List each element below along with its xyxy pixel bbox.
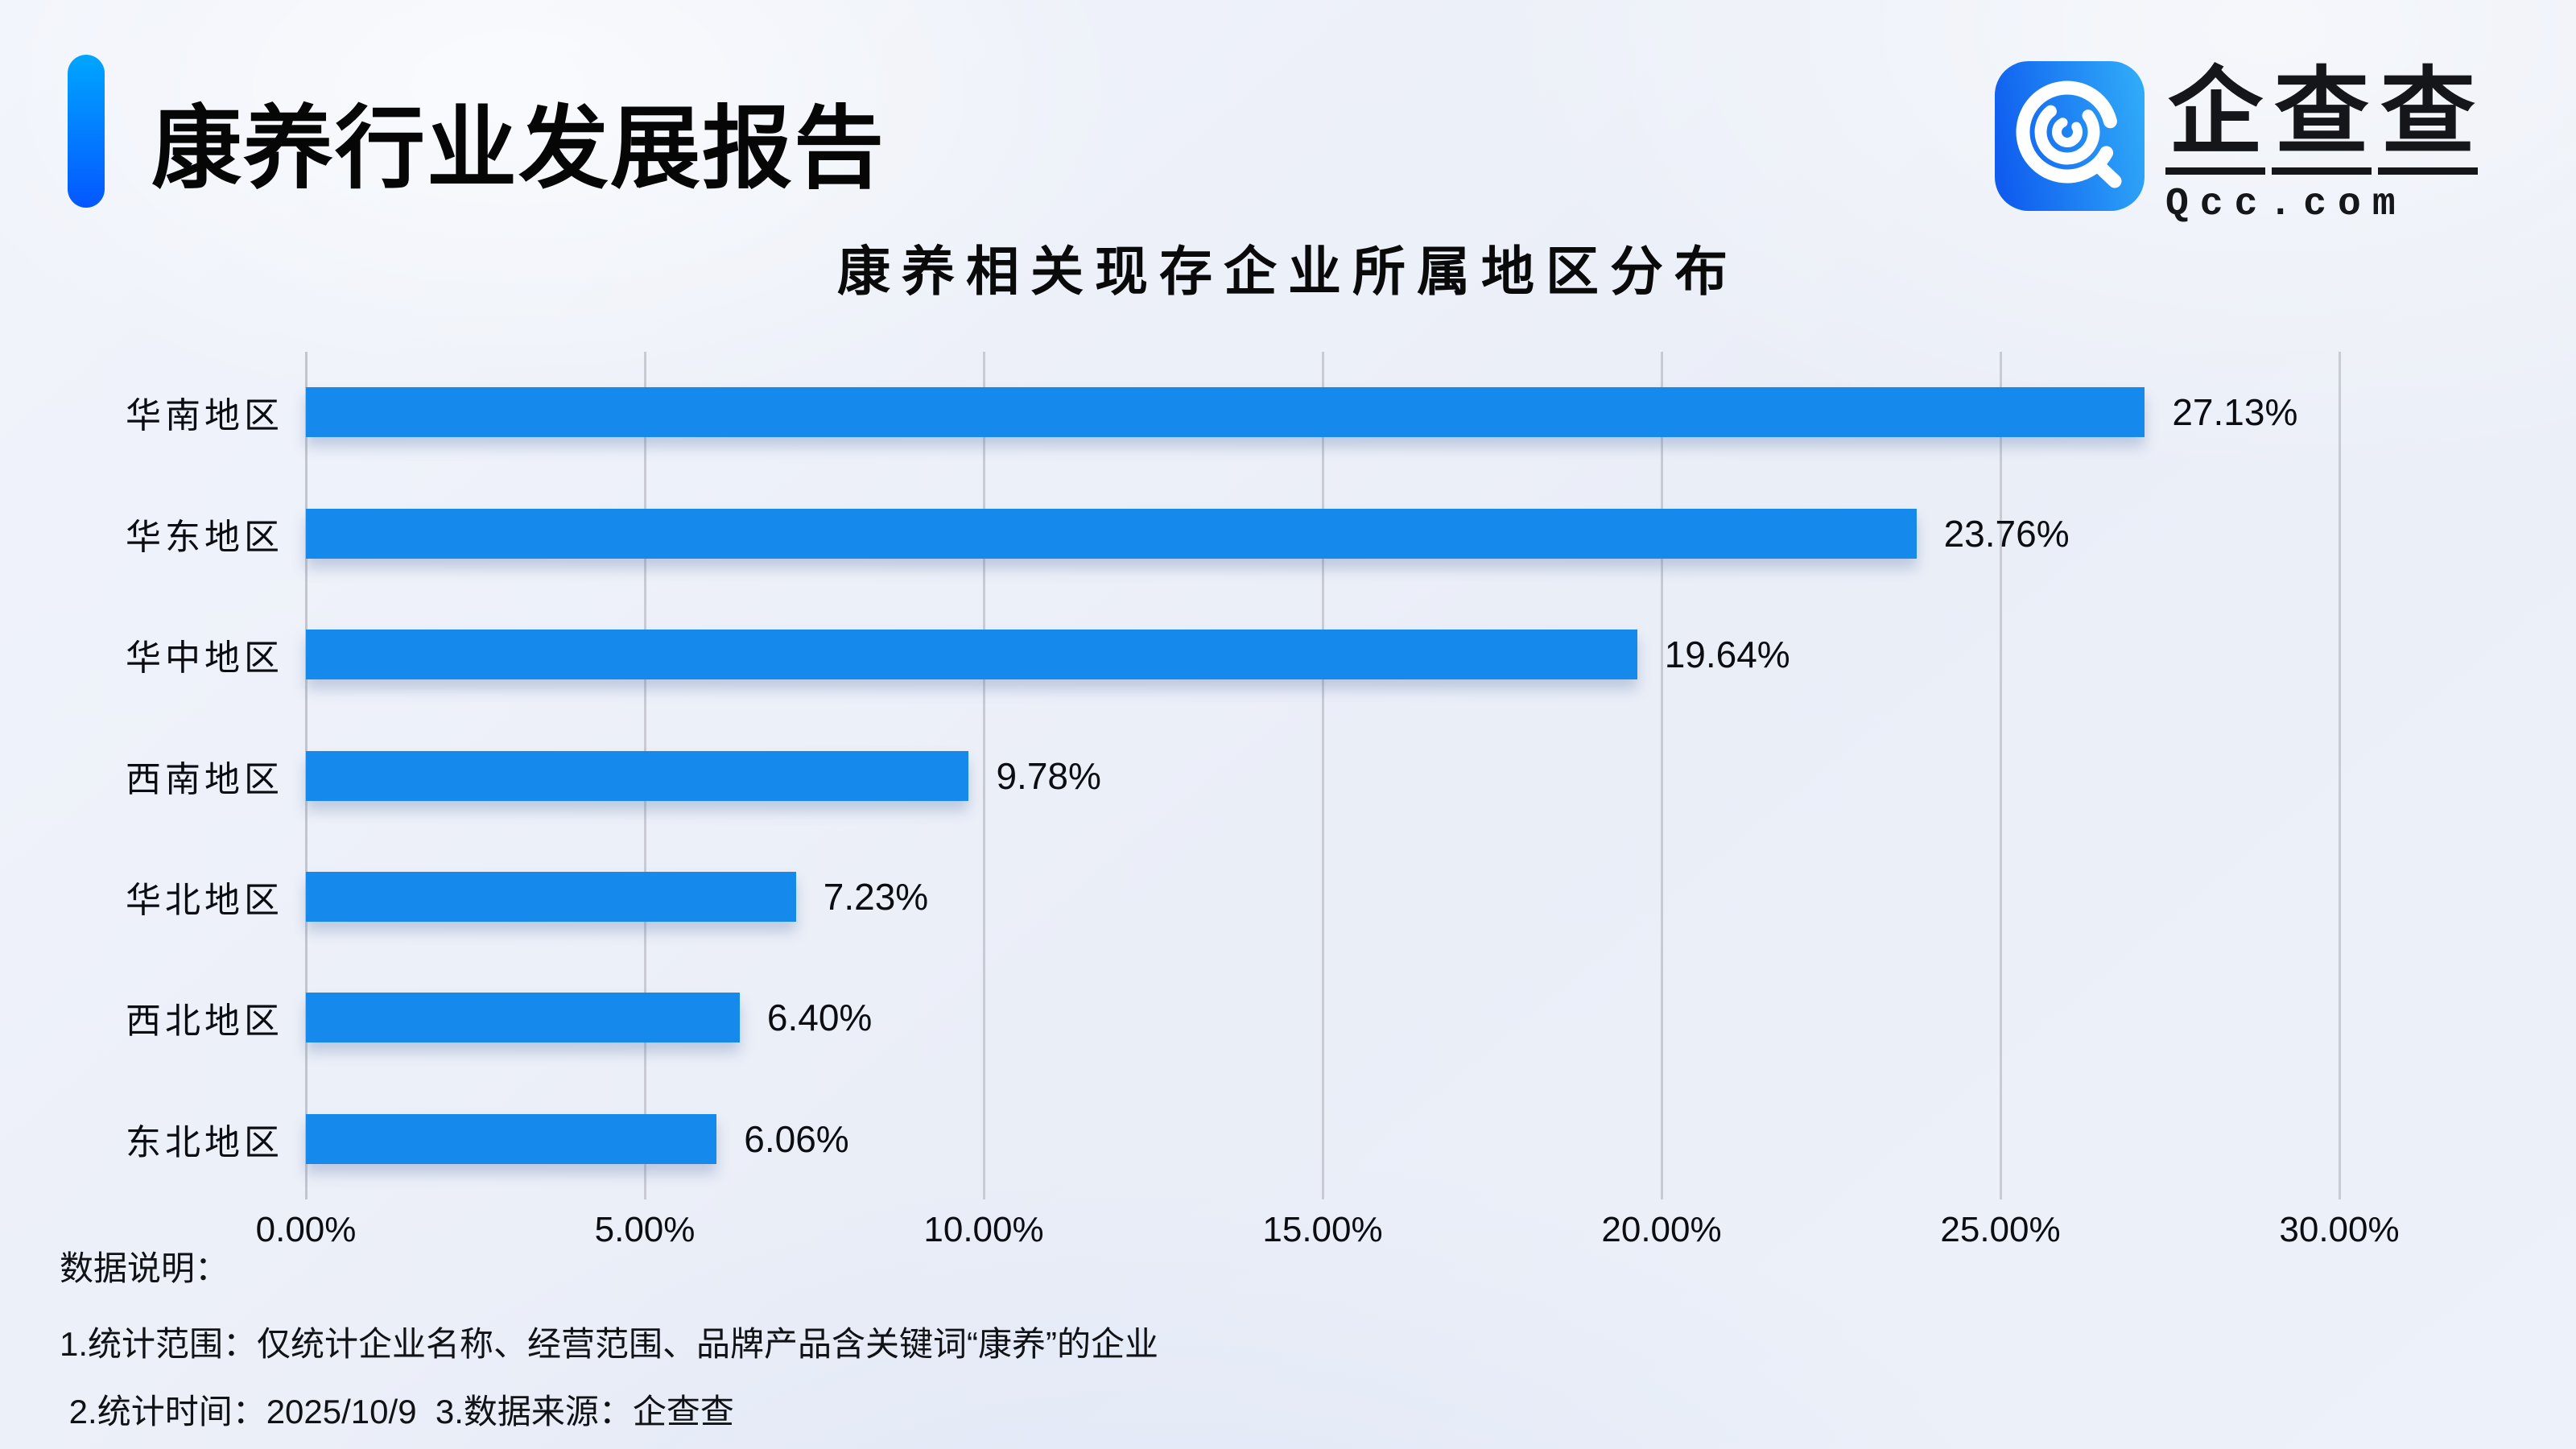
y-axis-category-label: 华中地区 <box>126 638 283 679</box>
y-axis-category-label: 东北地区 <box>126 1122 283 1162</box>
note-time-source: 2.统计时间：2025/10/9 3.数据来源：企查查 <box>60 1393 734 1430</box>
gridline <box>2000 352 2002 1199</box>
x-axis-tick-label: 5.00% <box>594 1210 696 1249</box>
y-axis-category-label: 西北地区 <box>126 1001 283 1042</box>
y-axis-category-label: 西南地区 <box>126 759 283 799</box>
qcc-logo-text: 企查查 Qcc.com <box>2165 60 2479 226</box>
brand-char: 查 <box>2378 60 2479 175</box>
note-scope: 1.统计范围：仅统计企业名称、经营范围、品牌产品含关键词“康养”的企业 <box>60 1325 1159 1363</box>
bar <box>306 871 796 922</box>
y-axis-category-label: 华北地区 <box>126 880 283 920</box>
x-axis-tick-label: 30.00% <box>2279 1210 2400 1249</box>
qcc-domain-text: Qcc.com <box>2165 182 2407 226</box>
bar-value-label: 6.06% <box>744 1117 849 1160</box>
gridline <box>983 352 985 1199</box>
bar-value-label: 19.64% <box>1664 634 1790 676</box>
bar <box>306 508 1917 559</box>
title-accent-bar <box>68 55 105 208</box>
bar <box>306 387 2145 438</box>
plot-area: 0.00% 5.00% 10.00% 15.00% 20.00% 25.00% 30.00%… <box>126 352 2400 1249</box>
x-axis-tick-label: 20.00% <box>1601 1210 1722 1249</box>
data-notes: 数据说明： 1.统计范围：仅统计企业名称、经营范围、品牌产品含关键词“康养”的企… <box>60 1248 1158 1433</box>
gridline <box>1322 352 1324 1199</box>
x-axis-tick-label: 15.00% <box>1262 1210 1383 1249</box>
x-axis-tick-label: 10.00% <box>923 1210 1044 1249</box>
notes-heading: 数据说明： <box>60 1249 229 1287</box>
bar-value-label: 7.23% <box>823 875 929 918</box>
y-axis-category-label: 华东地区 <box>126 517 283 557</box>
chart-title: 康养相关现存企业所属地区分布 <box>837 242 1739 301</box>
y-axis-category-label: 华南地区 <box>126 396 283 436</box>
qcc-brand-text: 企查查 <box>2165 60 2479 175</box>
x-axis-tick-label: 25.00% <box>1940 1210 2061 1249</box>
bar <box>306 993 740 1043</box>
bar-value-label: 27.13% <box>2172 391 2298 434</box>
qcc-logo: 企查查 Qcc.com <box>1995 60 2479 226</box>
bar-value-label: 6.40% <box>766 997 873 1039</box>
brand-char: 企 <box>2165 60 2266 175</box>
bar <box>306 750 969 801</box>
report-title: 康养行业发展报告 <box>151 98 886 199</box>
qcc-magnifier-icon <box>1995 61 2145 211</box>
bar <box>306 1113 717 1164</box>
x-axis-tick-label: 0.00% <box>255 1210 357 1249</box>
gridline <box>1661 352 1663 1199</box>
bar-value-label: 9.78% <box>996 754 1101 797</box>
bar <box>306 630 1637 680</box>
gridline <box>2339 352 2341 1199</box>
bar-value-label: 23.76% <box>1943 512 2070 555</box>
brand-char: 查 <box>2272 60 2372 175</box>
